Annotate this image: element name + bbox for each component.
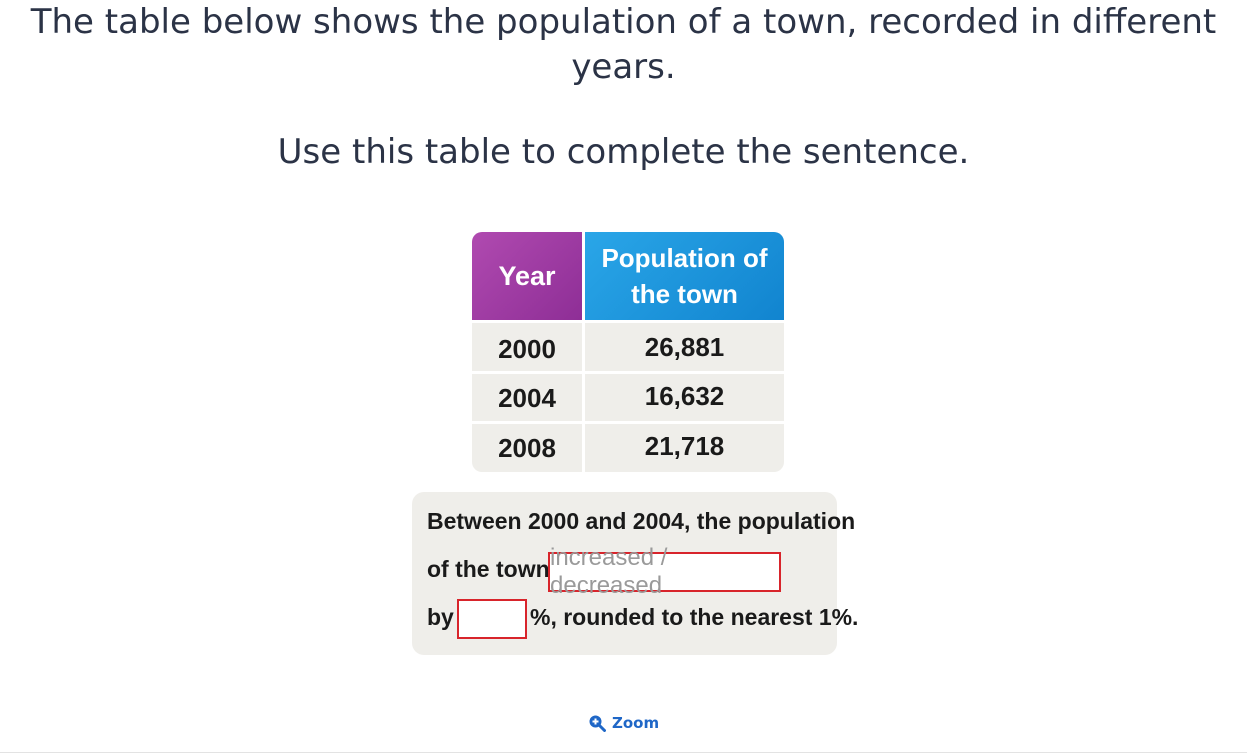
zoom-label: Zoom bbox=[612, 714, 660, 732]
header-population-label: Population of the town bbox=[585, 232, 784, 320]
header-population-cell: Population of the town bbox=[585, 232, 784, 320]
header-year-label: Year bbox=[498, 260, 556, 291]
year-cell: 2004 bbox=[498, 382, 556, 413]
sentence-line-3-suffix: %, rounded to the nearest 1%. bbox=[530, 604, 859, 630]
sentence-box: Between 2000 and 2004, the population of… bbox=[412, 492, 858, 655]
population-cell: 21,718 bbox=[644, 430, 725, 461]
zoom-in-icon bbox=[589, 715, 606, 732]
year-cell: 2008 bbox=[498, 432, 556, 463]
column-divider bbox=[582, 232, 585, 472]
population-cell: 16,632 bbox=[644, 380, 725, 411]
row-divider bbox=[472, 421, 784, 424]
question-line-2: years. bbox=[571, 47, 676, 87]
sentence-line-1: Between 2000 and 2004, the population bbox=[427, 508, 856, 534]
dropdown-placeholder: increased / decreased bbox=[550, 544, 668, 599]
question-line-1: The table below shows the population of … bbox=[30, 2, 1217, 42]
row-divider bbox=[472, 371, 784, 374]
increase-decrease-dropdown[interactable]: increased / decreased bbox=[548, 544, 781, 599]
question-text: The table below shows the population of … bbox=[0, 0, 1247, 90]
header-population-line-2: the town bbox=[631, 279, 738, 309]
sentence-line-2-prefix: of the town bbox=[427, 556, 550, 582]
zoom-button[interactable]: Zoom bbox=[588, 714, 659, 732]
header-population-line-1: Population of bbox=[601, 243, 768, 273]
population-table: Year Population of the town 2000 26,881 … bbox=[472, 232, 784, 472]
sentence-line-3-prefix: by bbox=[427, 604, 454, 630]
header-year-cell: Year bbox=[472, 232, 582, 320]
population-cell: 26,881 bbox=[644, 331, 725, 362]
bottom-divider bbox=[0, 752, 1247, 753]
row-divider bbox=[472, 320, 784, 323]
instruction-text: Use this table to complete the sentence. bbox=[277, 132, 970, 172]
year-cell: 2000 bbox=[498, 333, 556, 364]
percent-input[interactable] bbox=[457, 599, 527, 639]
